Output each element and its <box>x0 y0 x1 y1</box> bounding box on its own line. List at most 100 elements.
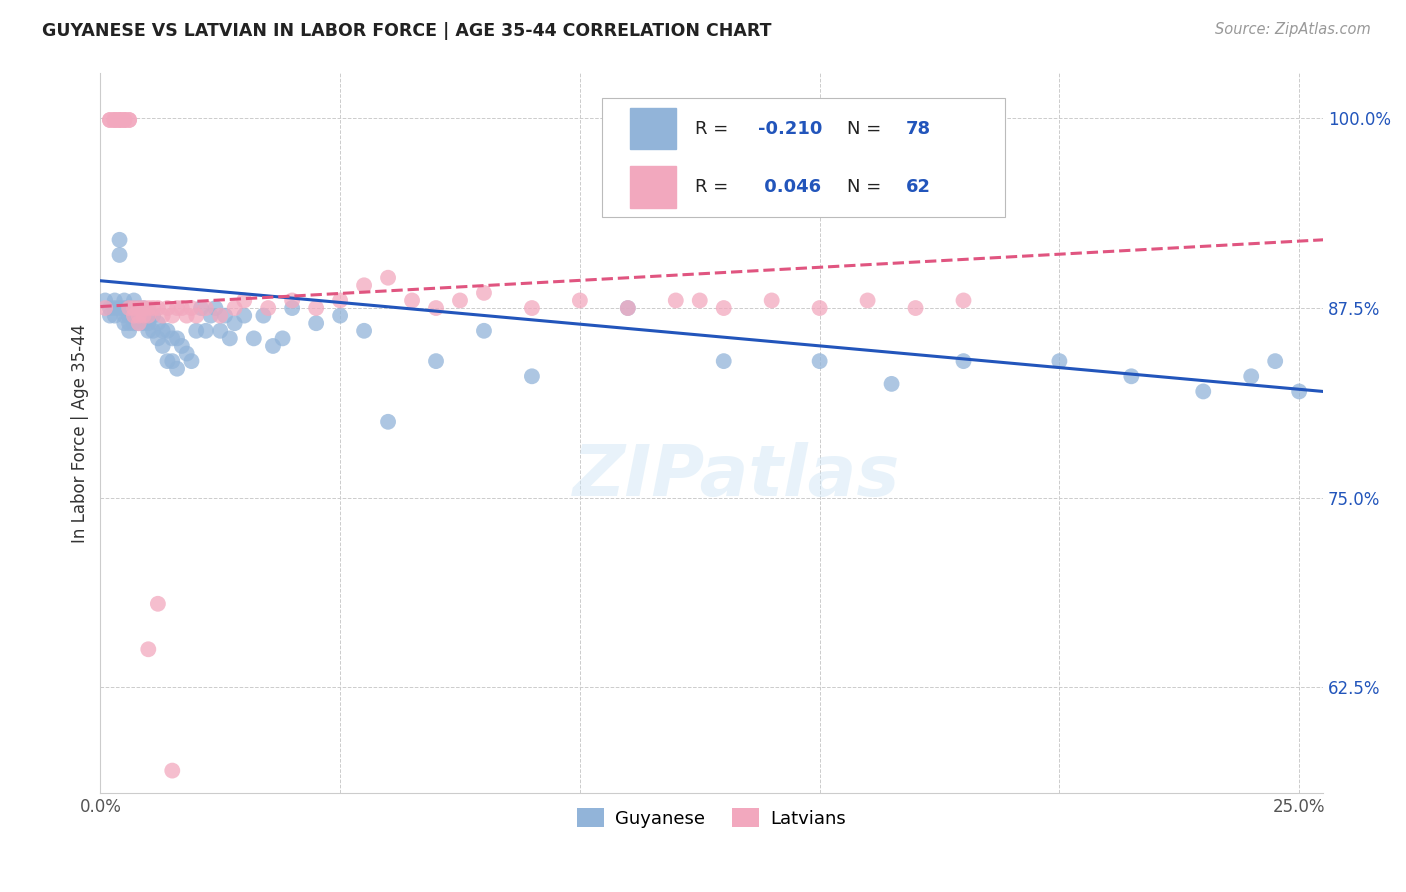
Point <box>162 331 184 345</box>
Point <box>1047 354 1070 368</box>
Text: 78: 78 <box>907 120 931 137</box>
Point <box>271 331 294 345</box>
Text: Source: ZipAtlas.com: Source: ZipAtlas.com <box>1215 22 1371 37</box>
Point <box>353 324 375 338</box>
Point <box>713 354 735 368</box>
Point <box>142 324 165 338</box>
Point <box>122 309 145 323</box>
Point <box>257 301 280 315</box>
Point <box>108 248 131 262</box>
Point <box>112 316 135 330</box>
Text: R =: R = <box>695 178 734 195</box>
Point <box>118 324 141 338</box>
Point <box>281 301 304 315</box>
Point <box>128 301 150 315</box>
Point <box>94 293 117 308</box>
Point <box>128 309 150 323</box>
Point <box>952 354 974 368</box>
Point <box>180 354 202 368</box>
Point <box>186 324 208 338</box>
Point <box>132 309 155 323</box>
Point <box>112 113 135 128</box>
Point <box>617 301 640 315</box>
Point <box>128 316 150 330</box>
Point <box>112 113 135 128</box>
Point <box>224 316 246 330</box>
Point <box>449 293 471 308</box>
Text: GUYANESE VS LATVIAN IN LABOR FORCE | AGE 35-44 CORRELATION CHART: GUYANESE VS LATVIAN IN LABOR FORCE | AGE… <box>42 22 772 40</box>
Point <box>162 354 184 368</box>
Point <box>904 301 927 315</box>
Point <box>713 301 735 315</box>
Point <box>152 324 174 338</box>
FancyBboxPatch shape <box>602 98 1005 217</box>
Text: ZIPatlas: ZIPatlas <box>572 442 900 511</box>
Point <box>305 316 328 330</box>
Text: R =: R = <box>695 120 734 137</box>
Point <box>122 301 145 315</box>
Point <box>112 113 135 128</box>
Point <box>104 309 127 323</box>
Point <box>118 113 141 128</box>
Point <box>104 113 127 128</box>
Point <box>132 301 155 315</box>
Point <box>146 301 169 315</box>
Point <box>94 301 117 315</box>
Point <box>104 113 127 128</box>
Point <box>132 309 155 323</box>
Legend: Guyanese, Latvians: Guyanese, Latvians <box>571 801 853 835</box>
Point <box>112 293 135 308</box>
Point <box>520 301 543 315</box>
Point <box>243 331 266 345</box>
Point <box>156 324 179 338</box>
Point <box>808 301 831 315</box>
Point <box>262 339 284 353</box>
Text: N =: N = <box>848 120 887 137</box>
Point <box>98 301 121 315</box>
Point <box>142 309 165 323</box>
Point <box>136 642 159 657</box>
Point <box>176 346 198 360</box>
Point <box>166 331 188 345</box>
Point <box>128 301 150 315</box>
Text: N =: N = <box>848 178 887 195</box>
Y-axis label: In Labor Force | Age 35-44: In Labor Force | Age 35-44 <box>72 324 89 542</box>
Point <box>1264 354 1286 368</box>
Point <box>170 339 193 353</box>
Point <box>252 309 274 323</box>
Point <box>122 316 145 330</box>
Point <box>472 324 495 338</box>
Point <box>118 309 141 323</box>
Point <box>166 361 188 376</box>
Point <box>108 233 131 247</box>
Point <box>136 309 159 323</box>
Point <box>166 301 188 315</box>
Point <box>108 113 131 128</box>
Bar <box>630 166 676 208</box>
Point <box>180 301 202 315</box>
Point <box>142 301 165 315</box>
Point <box>98 309 121 323</box>
Point <box>152 309 174 323</box>
Point <box>233 293 256 308</box>
Point <box>104 301 127 315</box>
Point <box>112 301 135 315</box>
Point <box>146 331 169 345</box>
Point <box>1192 384 1215 399</box>
Point <box>136 301 159 315</box>
Point <box>808 354 831 368</box>
Point <box>136 309 159 323</box>
Point <box>136 324 159 338</box>
Point <box>128 316 150 330</box>
Point <box>152 339 174 353</box>
Point <box>856 293 879 308</box>
Point <box>200 309 222 323</box>
Point <box>146 316 169 330</box>
Point <box>176 309 198 323</box>
Point <box>194 324 217 338</box>
Point <box>209 324 232 338</box>
Point <box>1288 384 1310 399</box>
Point <box>170 301 193 315</box>
Point <box>880 376 903 391</box>
Text: 62: 62 <box>907 178 931 195</box>
